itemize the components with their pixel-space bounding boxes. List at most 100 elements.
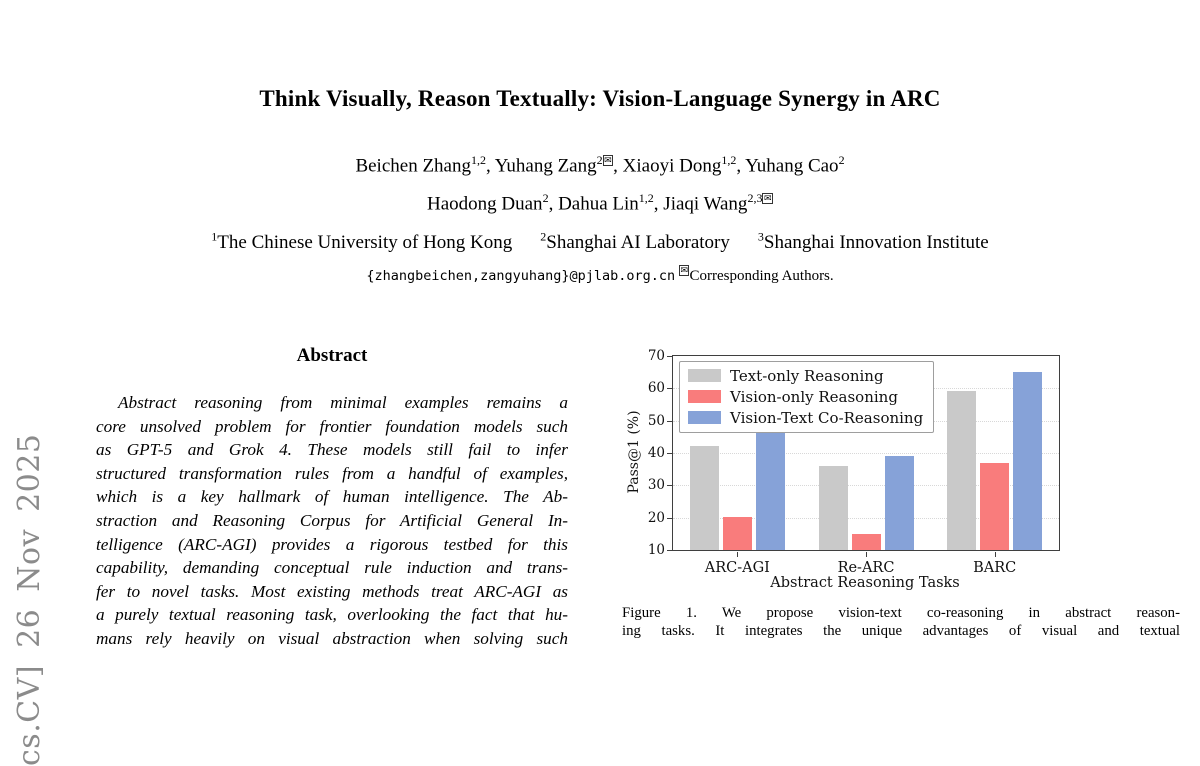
author-affiliation-sup: 2 — [838, 153, 845, 167]
x-tick-label: BARC — [973, 559, 1017, 576]
legend-label: Vision-only Reasoning — [730, 387, 898, 406]
abstract-line: as GPT-5 and Grok 4. These models still … — [96, 440, 568, 460]
envelope-icon: ✉ — [762, 193, 773, 205]
affiliation-name: Shanghai AI Laboratory — [546, 231, 730, 253]
affiliation-item: 1The Chinese University of Hong Kong — [211, 229, 513, 253]
y-tick-mark — [667, 549, 672, 551]
author-line-2: Haodong Duan2, Dahua Lin1,2, Jiaqi Wang2… — [0, 182, 1200, 220]
affiliations-line: 1The Chinese University of Hong Kong 2Sha… — [0, 221, 1200, 259]
y-tick-label: 20 — [647, 509, 665, 526]
y-tick-mark — [667, 420, 672, 422]
contact-line: {zhangbeichen,zangyuhang}@pjlab.org.cn ✉… — [0, 263, 1200, 285]
y-tick-mark — [667, 388, 672, 390]
y-tick-mark — [667, 355, 672, 357]
y-gridline — [673, 485, 1059, 487]
y-tick-label: 40 — [647, 444, 665, 461]
abstract-line: straction and Reasoning Corpus for Artif… — [96, 510, 568, 530]
author-separator: , — [736, 155, 746, 177]
legend-swatch — [688, 411, 721, 425]
bar-barc-vision-text — [1013, 372, 1043, 550]
abstract-line: mans rely heavily on visual abstraction … — [96, 628, 568, 648]
bar-groups: ARC-AGI Re-ARC BARC — [673, 356, 1059, 576]
legend-swatch — [688, 390, 721, 404]
email-text: {zhangbeichen,zangyuhang}@pjlab.org.cn — [366, 267, 676, 284]
author-separator: , — [613, 155, 623, 177]
bar-arc-agi-text-only — [689, 445, 719, 550]
legend-row: Vision-only Reasoning — [688, 388, 923, 406]
bar-arc-agi-vision-text — [755, 431, 785, 550]
caption-line-1: Figure 1. We propose vision-text co-reas… — [622, 604, 1180, 621]
left-column: Abstract Abstract reasoning from minimal… — [96, 331, 568, 651]
bar-group-re-arc: Re-ARC — [802, 356, 931, 576]
right-column: Pass@1 (%) Text-only Reasoning Vision-onl… — [622, 331, 1182, 651]
abstract-line: structured transformation rules from a h… — [96, 463, 568, 483]
corresponding-note: Corresponding Authors. — [689, 267, 834, 284]
affiliation-sup: 2 — [540, 229, 547, 244]
bar-arc-agi-vision-only — [722, 517, 752, 550]
author-affiliation-sup: 2 — [542, 191, 549, 206]
bar-re-arc-vision-only — [851, 533, 881, 550]
author-name: Yuhang Zang — [494, 155, 597, 177]
figure-1-bar-chart: Pass@1 (%) Text-only Reasoning Vision-onl… — [622, 348, 1180, 593]
author-affiliation-sup: 2 ✉ — [596, 153, 614, 167]
paper-title: Think Visually, Reason Textually: Vision… — [259, 86, 941, 111]
envelope-icon: ✉ — [678, 264, 690, 276]
affiliation-name: Shanghai Innovation Institute — [763, 231, 989, 253]
plot-area: Text-only Reasoning Vision-only Reasoning… — [648, 348, 1060, 576]
x-axis-label: Abstract Reasoning Tasks — [770, 574, 960, 591]
envelope-icon: ✉ — [602, 155, 614, 166]
author-affiliation-sup: 2,3 ✉ — [747, 191, 773, 206]
x-tick-label: Re-ARC — [837, 559, 895, 576]
chart-legend: Text-only Reasoning Vision-only Reasoning… — [679, 360, 935, 433]
affiliation-item: 3Shanghai Innovation Institute — [758, 230, 989, 253]
bar-re-arc-text-only — [818, 465, 848, 550]
y-tick-label: 30 — [647, 477, 665, 494]
author-affiliation-sup: 1,2 — [638, 191, 654, 206]
x-tick-mark — [737, 551, 739, 557]
legend-row: Text-only Reasoning — [688, 367, 923, 385]
bar-group-barc: BARC — [930, 356, 1059, 576]
arxiv-banner: cs.CV] 26 Nov 2025 — [12, 433, 47, 766]
author-name: Jiaqi Wang — [663, 193, 748, 215]
y-tick-label: 60 — [647, 380, 665, 397]
two-column-body: Abstract Abstract reasoning from minimal… — [0, 331, 1200, 651]
figure-caption: Figure 1. We propose vision-text co-reas… — [622, 605, 1180, 641]
y-tick-mark — [667, 485, 672, 487]
author-name: Beichen Zhang — [355, 155, 471, 177]
author-name: Xiaoyi Dong — [622, 155, 722, 177]
author-separator: , — [548, 193, 559, 215]
author-affiliation-sup: 1,2 — [470, 153, 486, 167]
x-tick-mark — [866, 551, 867, 557]
author-name: Dahua Lin — [558, 193, 639, 215]
abstract-line: Abstract reasoning from minimal examples… — [118, 392, 568, 412]
y-tick-label: 70 — [647, 347, 665, 364]
legend-row: Vision-Text Co-Reasoning — [688, 409, 923, 427]
x-tick-label: ARC-AGI — [704, 559, 770, 576]
abstract-line: which is a key hallmark of human intelli… — [96, 487, 568, 507]
abstract-heading: Abstract — [296, 344, 368, 366]
y-tick-label: 10 — [647, 541, 665, 558]
abstract-line: a purely textual reasoning task, overloo… — [96, 605, 568, 625]
author-name: Haodong Duan — [427, 193, 543, 215]
bar-barc-text-only — [947, 390, 977, 550]
affiliation-sup: 1 — [211, 229, 218, 244]
abstract-line: fer to novel tasks. Most existing method… — [96, 581, 568, 601]
legend-swatch — [688, 369, 721, 383]
caption-line-2: ing tasks. It integrates the unique adva… — [622, 622, 1180, 639]
y-tick-mark — [667, 452, 672, 454]
author-affiliation-sup: 1,2 — [721, 153, 737, 167]
abstract-line: core unsolved problem for frontier found… — [96, 416, 568, 436]
bar-barc-vision-only — [980, 462, 1010, 550]
y-gridline — [673, 517, 1059, 519]
y-gridline — [673, 452, 1059, 454]
author-separator: , — [653, 193, 664, 215]
affiliation-name: The Chinese University of Hong Kong — [217, 231, 513, 253]
bar-group-arc-agi: ARC-AGI — [673, 356, 802, 576]
abstract-line: telligence (ARC-AGI) provides a rigorous… — [96, 534, 568, 554]
author-separator: , — [485, 155, 495, 177]
legend-label: Vision-Text Co-Reasoning — [730, 408, 924, 427]
author-line-1: Beichen Zhang1,2, Yuhang Zang2 ✉, Xiaoyi … — [0, 144, 1200, 182]
affiliation-item: 2Shanghai AI Laboratory — [540, 229, 730, 253]
x-tick-mark — [994, 551, 996, 557]
abstract-body: Abstract reasoning from minimal examples… — [96, 391, 568, 651]
